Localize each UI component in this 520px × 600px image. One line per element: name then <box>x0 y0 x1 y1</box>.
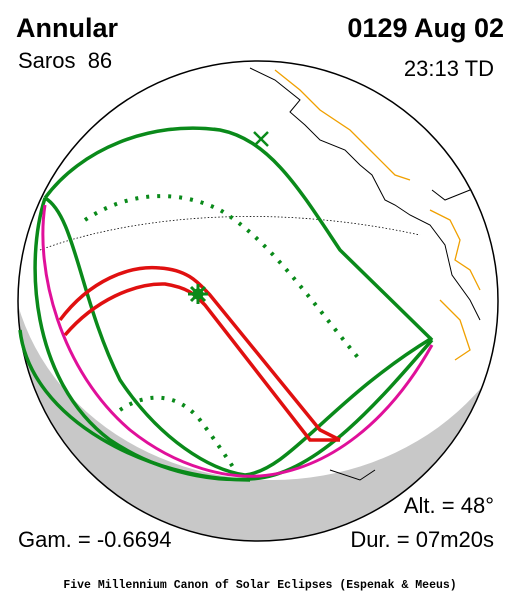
eclipse-type: Annular <box>16 13 118 43</box>
eclipse-paths <box>18 126 434 482</box>
borders <box>274 61 481 361</box>
date: 0129 Aug 02 <box>347 13 504 43</box>
sub-solar-point <box>253 131 269 147</box>
max-eclipse-line <box>41 204 434 478</box>
saros: Saros 86 <box>18 48 112 73</box>
rise-set <box>18 329 251 482</box>
time: 23:13 TD <box>404 56 494 81</box>
credit: Five Millennium Canon of Solar Eclipses … <box>63 579 456 592</box>
outer-limit <box>43 126 434 342</box>
day-side <box>18 61 498 480</box>
greatest-eclipse <box>188 284 208 304</box>
globe <box>17 60 499 542</box>
duration: Dur. = 07m20s <box>350 527 494 552</box>
dotted-limit <box>118 395 237 472</box>
gamma: Gam. = -0.6694 <box>18 527 171 552</box>
inner-limit <box>44 196 433 477</box>
altitude: Alt. = 48° <box>404 493 494 518</box>
globe-outline <box>17 60 499 542</box>
annular-limit <box>58 265 341 442</box>
annular-limit <box>63 282 340 442</box>
